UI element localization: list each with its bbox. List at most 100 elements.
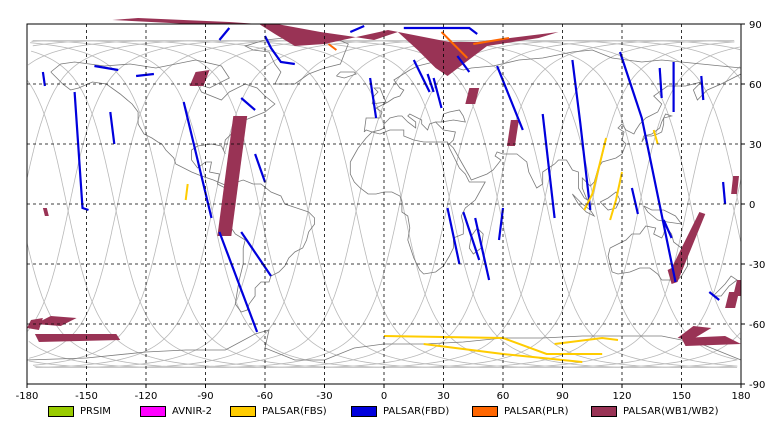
palsar-fbd-swath (135, 72, 155, 78)
orbit-track (546, 203, 738, 368)
orbit-track (258, 46, 740, 369)
palsar-wb-swath (667, 212, 706, 284)
palsar-wb-swath (217, 116, 248, 236)
x-tick-label: 150 (672, 391, 691, 402)
orbit-track (27, 39, 355, 205)
palsar-wb-swath (731, 176, 739, 194)
x-tick-label: -150 (75, 391, 98, 402)
palsar-wb-swath (34, 316, 77, 326)
legend-label-prsim: PRSIM (80, 405, 111, 417)
palsar-fbd-swath (541, 113, 556, 219)
legend-swatch-prsim (48, 405, 74, 417)
palsar-fbd-swath (571, 59, 592, 211)
palsar-fbd-swath (240, 97, 256, 111)
legend-label-avnir2: AVNIR-2 (172, 405, 212, 417)
palsar-wb-swath (677, 326, 712, 340)
palsar-fbs-swaths (184, 129, 659, 363)
palsar-wb-swath (733, 280, 741, 296)
orbit-track (26, 39, 403, 205)
palsar-fbs-swath (184, 183, 189, 201)
palsar-fbs-swath (554, 336, 619, 345)
palsar-fbd-swath (73, 91, 89, 212)
map-frame (26, 23, 742, 385)
y-tick-label: 0 (749, 200, 755, 211)
palsar-fbd-swath (630, 187, 639, 215)
palsar-fbd-swath (426, 73, 435, 93)
palsar-fbd-swath (497, 207, 505, 241)
orbit-track (32, 40, 212, 205)
legend-item-prsim: PRSIM (48, 402, 111, 420)
coastline (434, 73, 742, 203)
palsar-fbd-swath (708, 291, 720, 301)
palsar-wb-swaths (27, 18, 741, 346)
y-tick-label: 30 (749, 140, 762, 151)
legend-swatch-palsar-plr (472, 405, 498, 417)
palsar-fbd-swath (349, 24, 365, 34)
x-tick-label: 0 (381, 391, 387, 402)
legend-item-palsar-fbs: PALSAR(FBS) (230, 402, 327, 420)
palsar-fbd-swath (218, 231, 259, 333)
x-tick-label: -90 (197, 391, 213, 402)
palsar-fbs-swath (609, 171, 623, 221)
palsar-wb-swath (34, 334, 121, 342)
y-tick-label: -30 (749, 260, 765, 271)
orbit-track (28, 39, 499, 359)
coastline (641, 113, 674, 143)
legend-label-palsar-fbs: PALSAR(FBS) (262, 405, 327, 417)
orbit-track (28, 39, 691, 369)
x-tick-label: -60 (257, 391, 273, 402)
palsar-fbd-swath (41, 71, 46, 87)
coastline (371, 87, 387, 105)
orbit-track (114, 39, 734, 369)
x-tick-label: 60 (497, 391, 510, 402)
x-tick-label: -120 (135, 391, 158, 402)
orbit-track (34, 39, 643, 369)
orbit-track (26, 80, 68, 205)
palsar-fbd-swath (446, 207, 461, 265)
palsar-fbd-swath (254, 153, 267, 183)
legend-swatch-palsar-fbd (351, 405, 377, 417)
palsar-fbd-swath (658, 67, 663, 99)
orbit-track (31, 39, 260, 205)
orbit-tracks (26, 39, 742, 369)
orbit-track (28, 39, 739, 369)
legend-item-palsar-fbd: PALSAR(FBD) (351, 402, 449, 420)
palsar-wb-swath (507, 120, 519, 146)
palsar-fbd-swath (662, 219, 673, 239)
palsar-fbd-swath (403, 26, 478, 35)
orbit-track (35, 39, 595, 368)
palsar-fbs-swath (652, 129, 659, 145)
x-tick-label: -30 (316, 391, 332, 402)
axis-ticks: -180 -150 -120 -90 -60 -30 0 30 60 90 120 150 180 90 6… (16, 20, 766, 402)
palsar-fbd-swath (456, 55, 471, 73)
legend-item-avnir2: AVNIR-2 (140, 402, 212, 420)
legend-swatch-palsar-wb (591, 405, 617, 417)
palsar-fbd-swath (182, 101, 213, 219)
x-tick-label: 30 (437, 391, 450, 402)
orbit-track (30, 50, 116, 205)
orbit-track (162, 40, 735, 369)
palsar-plr-swath (327, 43, 338, 51)
palsar-fbd-swath (700, 75, 705, 101)
palsar-fbd-swaths (41, 24, 727, 333)
orbit-track (594, 203, 738, 367)
y-tick-label: 90 (749, 20, 762, 31)
y-tick-label: -90 (749, 380, 765, 391)
legend-label-palsar-plr: PALSAR(PLR) (504, 405, 569, 417)
legend: PRSIM AVNIR-2 PALSAR(FBS) PALSAR(FBD) PA… (48, 402, 768, 420)
palsar-fbd-swath (496, 65, 524, 131)
coastline (349, 129, 486, 275)
coastline (222, 179, 316, 313)
legend-item-palsar-plr: PALSAR(PLR) (472, 402, 568, 420)
palsar-fbs-swath (583, 137, 608, 211)
y-tick-label: 60 (749, 80, 762, 91)
orbit-track (32, 39, 547, 366)
palsar-fbd-swath (618, 51, 677, 283)
palsar-fbd-swath (722, 181, 727, 205)
palsar-wb-swath (189, 70, 210, 86)
palsar-wb-swath (465, 88, 480, 104)
orbit-track (402, 203, 741, 369)
legend-label-palsar-fbd: PALSAR(FBD) (383, 405, 450, 417)
palsar-fbd-swath (94, 64, 119, 72)
